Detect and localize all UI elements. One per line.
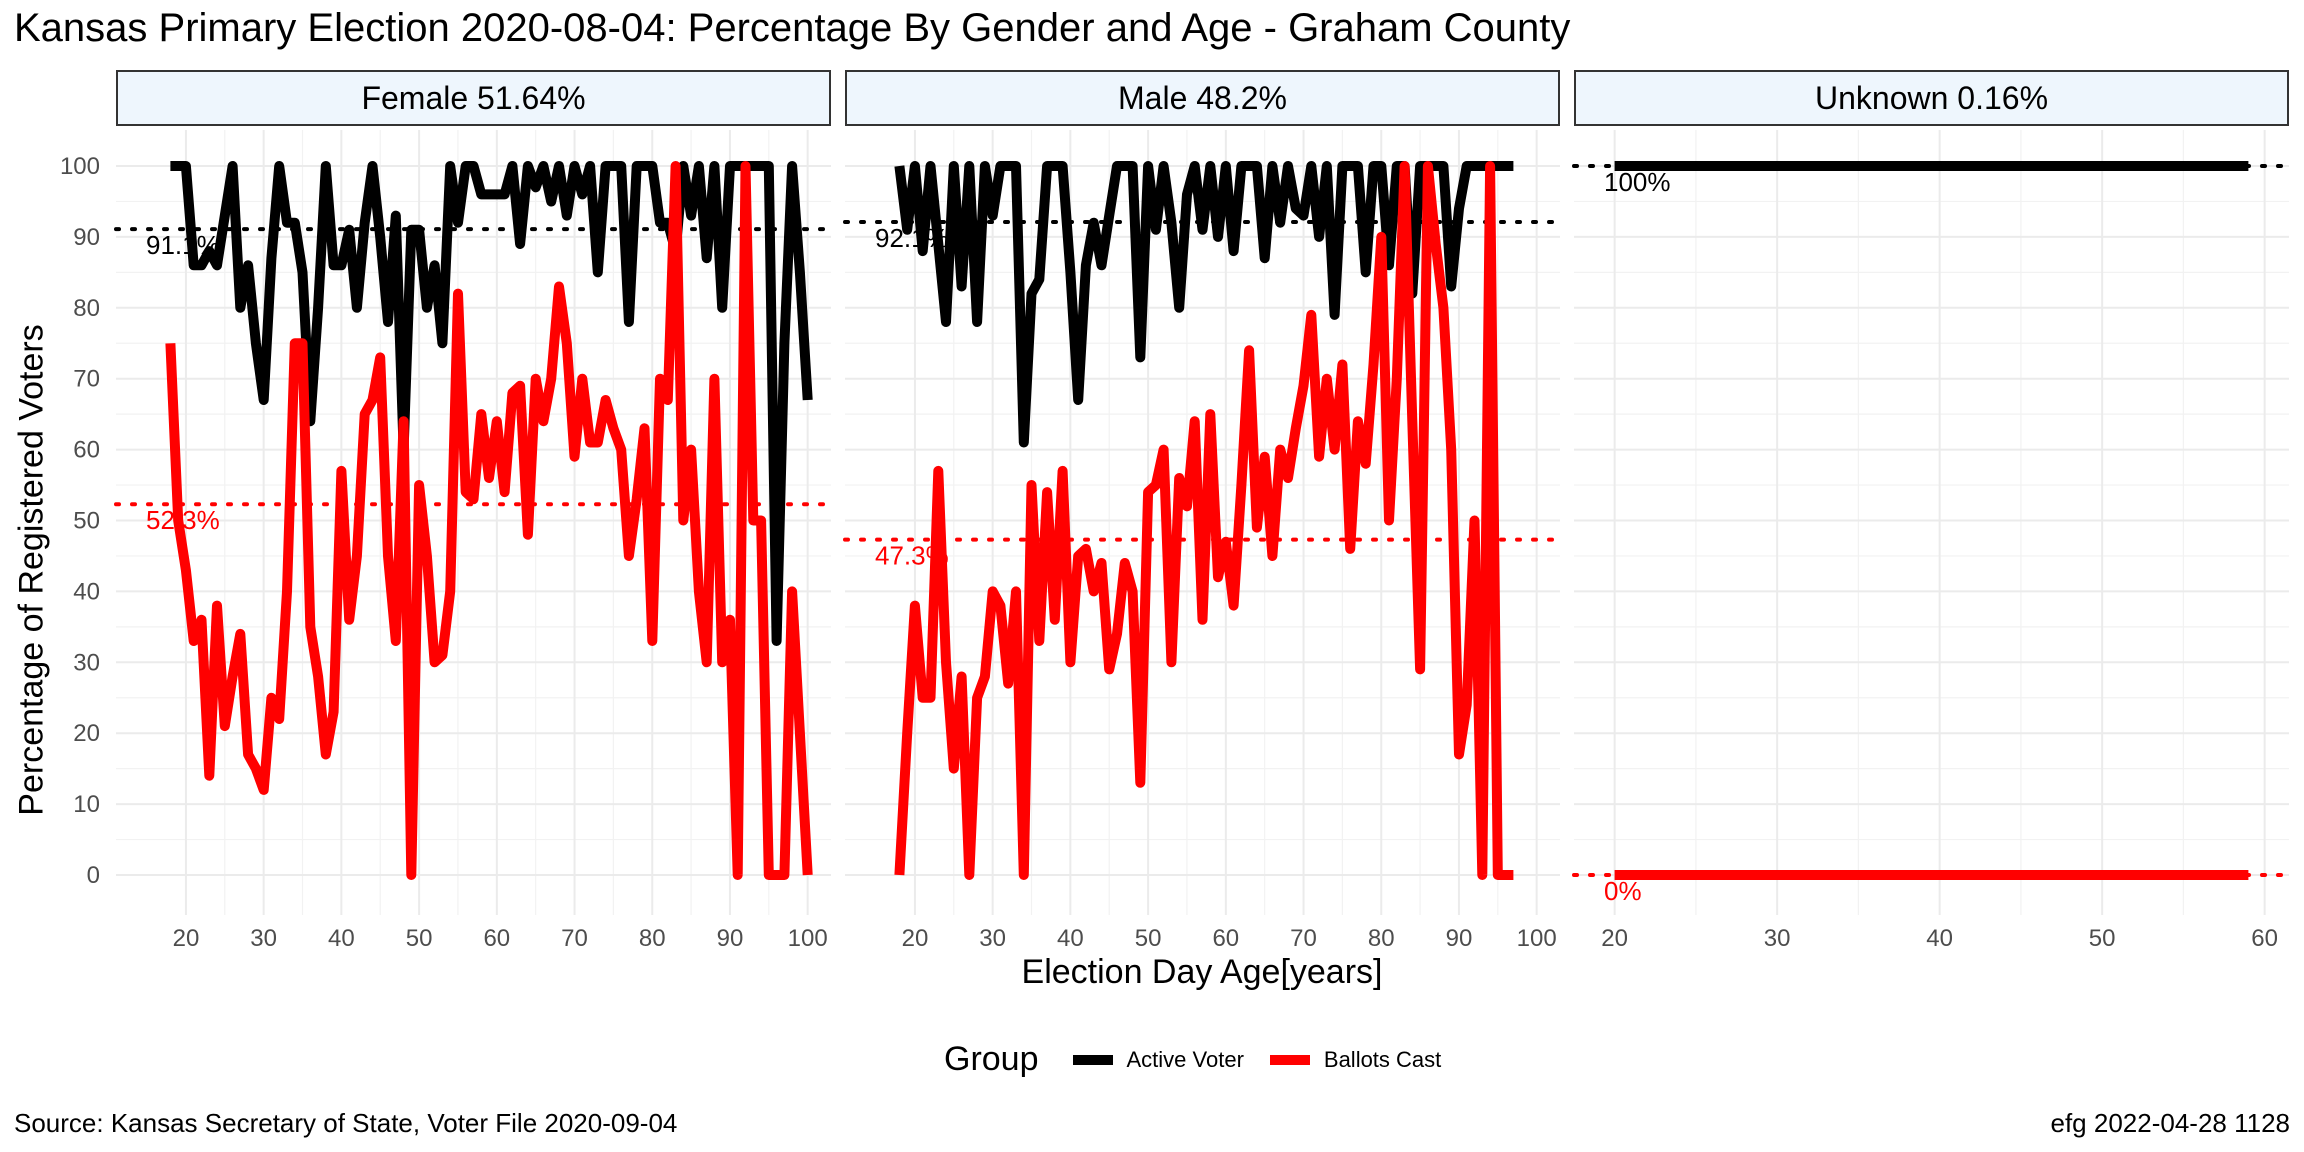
strip-label: Male 48.2% <box>1118 79 1287 116</box>
timestamp-note: efg 2022-04-28 1128 <box>2050 1108 2291 1138</box>
legend-item-ballots: Ballots Cast <box>1269 1046 1442 1073</box>
legend-key-active <box>1072 1054 1113 1065</box>
x-tick-label: 20 <box>902 925 929 952</box>
x-tick-label: 40 <box>328 925 355 952</box>
y-tick-label: 60 <box>73 437 100 464</box>
x-tick-label: 90 <box>1446 925 1473 952</box>
legend-key-ballots <box>1269 1054 1310 1065</box>
x-tick-label: 50 <box>1135 925 1162 952</box>
y-tick-label: 90 <box>73 224 100 251</box>
legend: Group Active Voter Ballots Cast <box>944 1040 1467 1079</box>
y-tick-label: 20 <box>73 720 100 747</box>
y-tick-label: 40 <box>73 578 100 605</box>
x-tick-label: 70 <box>561 925 588 952</box>
x-tick-label: 80 <box>1368 925 1395 952</box>
y-tick-label: 80 <box>73 295 100 322</box>
source-note: Source: Kansas Secretary of State, Voter… <box>14 1108 678 1138</box>
x-tick-label: 60 <box>2251 925 2278 952</box>
x-tick-label: 20 <box>173 925 200 952</box>
x-tick-label: 30 <box>979 925 1006 952</box>
legend-label-active: Active Voter <box>1126 1046 1244 1072</box>
x-tick-label: 50 <box>2089 925 2116 952</box>
x-tick-label: 100 <box>1517 925 1557 952</box>
x-tick-label: 40 <box>1057 925 1084 952</box>
x-tick-label: 50 <box>406 925 433 952</box>
x-tick-label: 30 <box>250 925 277 952</box>
x-tick-label: 70 <box>1290 925 1317 952</box>
y-tick-label: 0 <box>87 862 100 889</box>
legend-title: Group <box>944 1040 1039 1078</box>
legend-item-active: Active Voter <box>1072 1046 1244 1073</box>
strip-label: Female 51.64% <box>361 79 586 116</box>
x-tick-label: 30 <box>1764 925 1791 952</box>
ballots-reference-label: 0% <box>1604 876 1642 906</box>
ballots-reference-label: 52.3% <box>146 505 220 535</box>
active-reference-label: 100% <box>1604 167 1671 197</box>
strip-female: Female 51.64% <box>116 70 831 126</box>
active-reference-label: 92.1% <box>875 223 949 253</box>
x-tick-label: 20 <box>1601 925 1628 952</box>
x-tick-label: 100 <box>788 925 828 952</box>
y-tick-label: 100 <box>60 153 100 180</box>
ballots-cast-line <box>165 161 813 880</box>
y-tick-label: 70 <box>73 366 100 393</box>
ballots-cast-line <box>894 161 1514 880</box>
active-reference-label: 91.1% <box>146 230 220 260</box>
chart-title: Kansas Primary Election 2020-08-04: Perc… <box>14 6 1571 50</box>
y-tick-label: 10 <box>73 791 100 818</box>
y-axis-label: Percentage of Registered Voters <box>12 324 51 816</box>
active-voter-line <box>170 161 813 646</box>
y-tick-label: 50 <box>73 508 100 535</box>
x-tick-label: 60 <box>483 925 510 952</box>
legend-label-ballots: Ballots Cast <box>1323 1046 1442 1072</box>
strip-label: Unknown 0.16% <box>1814 79 2049 116</box>
strip-male: Male 48.2% <box>845 70 1560 126</box>
ballots-reference-label: 47.3% <box>875 541 949 571</box>
x-tick-label: 40 <box>1926 925 1953 952</box>
strip-unknown: Unknown 0.16% <box>1574 70 2289 126</box>
x-tick-label: 90 <box>717 925 744 952</box>
x-axis-label: Election Day Age[years] <box>1021 953 1383 991</box>
x-tick-label: 80 <box>639 925 666 952</box>
y-tick-label: 30 <box>73 649 100 676</box>
x-tick-label: 60 <box>1212 925 1239 952</box>
